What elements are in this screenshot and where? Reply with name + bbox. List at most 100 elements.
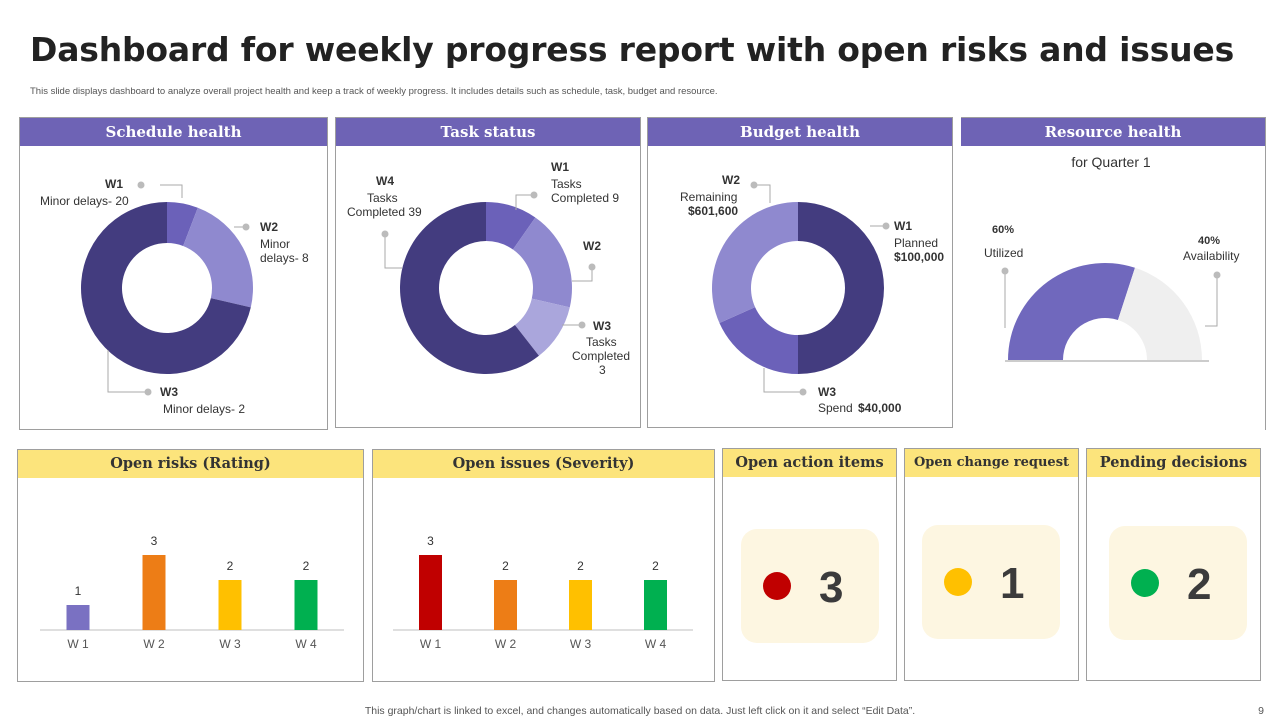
schedule-health-panel: W1 Minor delays- 20 W2 Minor delays- 8 W… (19, 117, 328, 430)
budget-w1-text2: $100,000 (894, 250, 944, 264)
pending-decisions-value: 2 (1187, 560, 1212, 609)
resource-util-pct: 60% (992, 224, 1014, 236)
data-label: 3 (427, 534, 434, 548)
status-dot-yellow (944, 568, 972, 596)
pending-decisions-card[interactable]: 2 (1109, 526, 1247, 640)
x-tick-label: W 2 (143, 637, 165, 651)
task-w1-text1: Tasks (551, 177, 582, 191)
x-tick-label: W 3 (570, 637, 592, 651)
leader-line (107, 350, 146, 393)
gauge-availability[interactable] (1117, 267, 1202, 360)
budget-w2-title: W2 (722, 173, 740, 187)
budget-health-header: Budget health (648, 118, 952, 146)
leader-line (515, 194, 532, 210)
slice-w3[interactable] (81, 202, 251, 374)
task-status-svg[interactable]: W4 Tasks Completed 39 W1 Tasks Completed… (336, 118, 641, 428)
bar-w4[interactable] (294, 580, 318, 630)
budget-w3-text1: Spend (818, 401, 853, 415)
bar-w3[interactable] (218, 580, 242, 630)
slice-w1[interactable] (167, 202, 198, 246)
leader-dot (137, 181, 145, 189)
task-status-header: Task status (336, 118, 640, 146)
schedule-w3-title: W3 (160, 385, 178, 399)
open-change-request-panel: Open change request 1 (904, 448, 1079, 681)
bar-w4[interactable] (644, 580, 667, 630)
task-w3-text2: Completed (572, 349, 630, 363)
open-issues-bars[interactable]: 3 W 1 2 W 2 2 W 3 2 W 4 (393, 534, 693, 651)
slice-w1[interactable] (486, 202, 536, 250)
bar-w1[interactable] (419, 555, 442, 630)
leader-line (756, 184, 771, 203)
budget-donut[interactable] (712, 202, 884, 374)
task-w1-title: W1 (551, 160, 569, 174)
resource-util-label: Utilized (984, 246, 1023, 260)
open-change-request-card[interactable]: 1 (922, 525, 1060, 639)
x-tick-label: W 1 (67, 637, 89, 651)
slice-w2[interactable] (512, 217, 572, 308)
status-dot-green (1131, 569, 1159, 597)
budget-w3-title: W3 (818, 385, 836, 399)
leader-dot (882, 222, 890, 230)
schedule-health-svg[interactable]: W1 Minor delays- 20 W2 Minor delays- 8 W… (20, 118, 328, 430)
budget-w3-text2: $40,000 (858, 401, 902, 415)
pending-decisions-header: Pending decisions (1087, 449, 1260, 477)
task-donut[interactable] (399, 202, 572, 374)
leader-dot (530, 191, 538, 199)
open-issues-panel: Open issues (Severity) 3 W 1 2 W 2 2 W 3 2 W 4 (372, 449, 715, 682)
schedule-w3-text: Minor delays- 2 (163, 402, 245, 416)
bar-w2[interactable] (142, 555, 166, 630)
x-tick-label: W 1 (420, 637, 442, 651)
open-risks-chart[interactable]: 1 W 1 3 W 2 2 W 3 2 W 4 (18, 450, 364, 682)
open-action-items-card[interactable]: 3 (741, 529, 879, 643)
budget-health-panel: W2 Remaining $601,600 W1 Planned $100,00… (647, 117, 953, 428)
gauge-utilized[interactable] (1008, 263, 1135, 360)
task-w3-text3: 3 (599, 363, 606, 377)
bar-w3[interactable] (569, 580, 592, 630)
data-label: 2 (652, 559, 659, 573)
slice-w2[interactable] (183, 207, 254, 308)
slice-w1[interactable] (798, 202, 884, 374)
schedule-health-header: Schedule health (20, 118, 327, 146)
data-label: 2 (502, 559, 509, 573)
leader-dot (799, 388, 807, 396)
pending-decisions-panel: Pending decisions 2 (1086, 448, 1261, 681)
resource-health-svg[interactable]: for Quarter 1 60% Utilized 40% Availabil… (961, 118, 1266, 430)
x-tick-label: W 4 (645, 637, 667, 651)
leader-dot (750, 181, 758, 189)
slice-w3[interactable] (514, 298, 570, 356)
budget-w1-title: W1 (894, 219, 912, 233)
open-change-request-header: Open change request (905, 449, 1078, 477)
footer-note: This graph/chart is linked to excel, and… (364, 705, 916, 717)
slice-w2[interactable] (712, 202, 798, 323)
task-status-panel: W4 Tasks Completed 39 W1 Tasks Completed… (335, 117, 641, 428)
data-label: 1 (75, 584, 82, 598)
open-action-items-header: Open action items (723, 449, 896, 477)
open-risks-bars[interactable]: 1 W 1 3 W 2 2 W 3 2 W 4 (40, 534, 344, 651)
leader-line (160, 184, 183, 198)
budget-w1-text1: Planned (894, 236, 938, 250)
resource-subtitle: for Quarter 1 (1071, 154, 1151, 170)
page-title: Dashboard for weekly progress report wit… (30, 30, 1235, 69)
open-issues-chart[interactable]: 3 W 1 2 W 2 2 W 3 2 W 4 (373, 450, 715, 682)
leader-dot (588, 263, 596, 271)
resource-gauge[interactable] (1008, 263, 1202, 360)
data-label: 2 (303, 559, 310, 573)
bar-w2[interactable] (494, 580, 517, 630)
slice-w3[interactable] (719, 307, 798, 374)
schedule-donut[interactable] (81, 202, 254, 374)
budget-health-svg[interactable]: W2 Remaining $601,600 W1 Planned $100,00… (648, 118, 953, 428)
open-risks-panel: Open risks (Rating) 1 W 1 3 W 2 2 W 3 2 W 4 (17, 449, 364, 682)
budget-w2-text1: Remaining (680, 190, 737, 204)
budget-w2-text2: $601,600 (688, 204, 738, 218)
open-issues-header: Open issues (Severity) (373, 450, 714, 478)
schedule-w1-text: Minor delays- 20 (40, 194, 129, 208)
resource-health-header: Resource health (961, 118, 1265, 146)
task-w3-title: W3 (593, 319, 611, 333)
slice-w4[interactable] (399, 202, 539, 374)
data-label: 3 (151, 534, 158, 548)
bar-w1[interactable] (66, 605, 90, 630)
leader-dot (144, 388, 152, 396)
task-w4-text1: Tasks (367, 191, 398, 205)
x-tick-label: W 3 (219, 637, 241, 651)
schedule-w2-text1: Minor (260, 237, 290, 251)
